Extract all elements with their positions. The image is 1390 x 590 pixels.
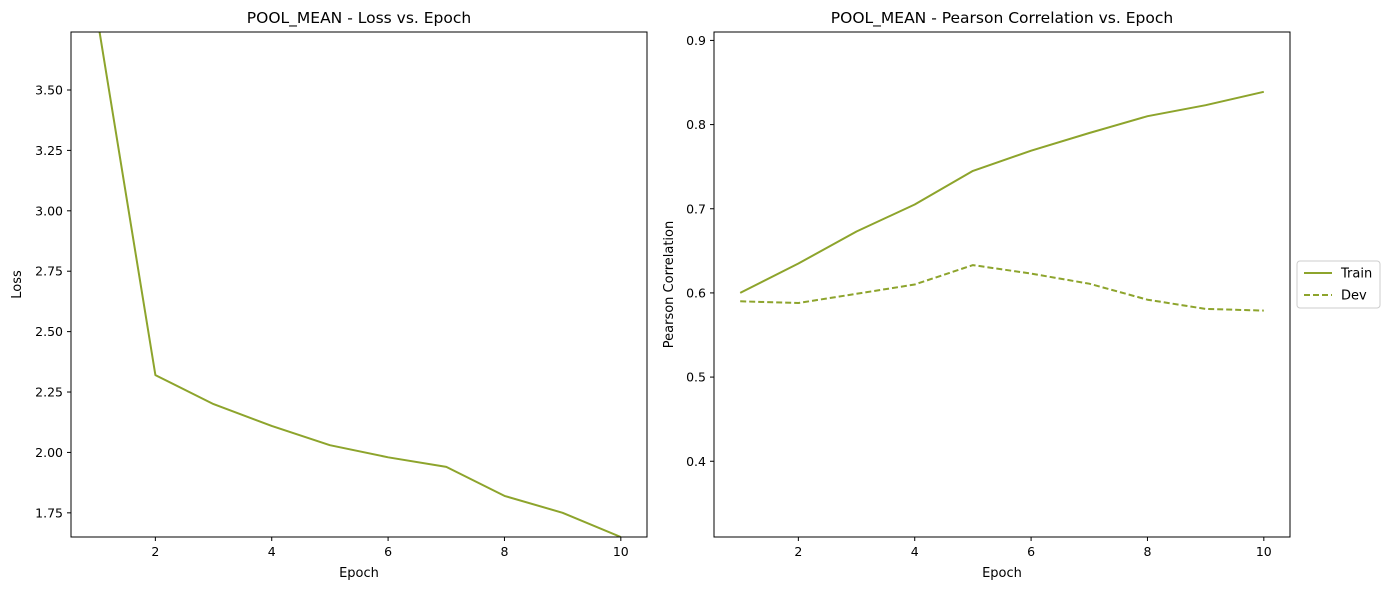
loss-y-tick-label: 2.50 [35,324,63,339]
loss-y-tick-label: 1.75 [35,505,63,520]
pearson-x-tick-label: 4 [911,544,919,559]
pearson-y-tick-label: 0.8 [686,117,706,132]
loss-chart: POOL_MEAN - Loss vs. Epoch Epoch Loss 2 4… [10,9,648,581]
pearson-series-train [739,90,1265,294]
pearson-y-tick-label: 0.5 [686,370,706,385]
pearson-y-tick-label: 0.9 [686,33,706,48]
pearson-x-tick-label: 6 [1027,544,1035,559]
loss-chart-ylabel: Loss [10,270,25,299]
loss-y-tick-label: 2.75 [35,264,63,279]
legend: Train Dev [1296,260,1381,309]
pearson-x-tick-label: 10 [1256,544,1272,559]
loss-series-line [98,32,622,537]
loss-plot-frame [70,31,648,538]
pearson-x-tick-label: 8 [1143,544,1151,559]
loss-x-tick-label: 6 [384,544,392,559]
pearson-chart-xlabel: Epoch [982,566,1022,581]
legend-label-dev: Dev [1341,289,1367,304]
pearson-plot-frame [713,31,1291,538]
loss-x-tick-label: 4 [268,544,276,559]
loss-chart-title: POOL_MEAN - Loss vs. Epoch [247,9,471,28]
loss-y-tick-label: 3.50 [35,82,63,97]
loss-chart-xlabel: Epoch [339,566,379,581]
legend-label-train: Train [1340,267,1372,282]
loss-x-tick-label: 10 [613,544,629,559]
loss-y-tick-label: 3.00 [35,203,63,218]
loss-x-tick-label: 2 [151,544,159,559]
loss-x-tick-label: 8 [500,544,508,559]
pearson-chart-title: POOL_MEAN - Pearson Correlation vs. Epoc… [831,9,1173,28]
loss-y-tick-label: 2.25 [35,385,63,400]
pearson-y-tick-label: 0.7 [686,201,706,216]
pearson-chart-ylabel: Pearson Correlation [662,221,677,348]
loss-y-tick-label: 3.25 [35,143,63,158]
pearson-chart: POOL_MEAN - Pearson Correlation vs. Epoc… [662,9,1291,581]
pearson-y-tick-label: 0.4 [686,454,706,469]
pearson-series-dev [740,264,1264,312]
pearson-x-tick-label: 2 [794,544,802,559]
loss-y-tick-label: 2.00 [35,445,63,460]
pearson-y-tick-label: 0.6 [686,285,706,300]
